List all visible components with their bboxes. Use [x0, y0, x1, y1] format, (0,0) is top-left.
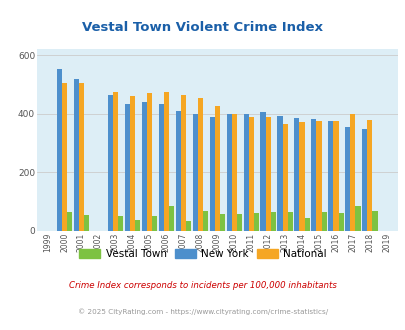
- Bar: [209, 117, 214, 231]
- Bar: [168, 206, 173, 231]
- Bar: [107, 95, 113, 231]
- Bar: [57, 69, 62, 231]
- Bar: [197, 98, 202, 231]
- Bar: [260, 113, 265, 231]
- Bar: [202, 211, 207, 231]
- Bar: [130, 96, 134, 231]
- Bar: [338, 213, 343, 231]
- Bar: [134, 220, 140, 231]
- Bar: [371, 211, 377, 231]
- Bar: [226, 115, 231, 231]
- Text: © 2025 CityRating.com - https://www.cityrating.com/crime-statistics/: © 2025 CityRating.com - https://www.city…: [78, 309, 327, 315]
- Bar: [311, 119, 315, 231]
- Bar: [277, 116, 282, 231]
- Bar: [158, 104, 163, 231]
- Bar: [163, 92, 168, 231]
- Bar: [321, 212, 326, 231]
- Legend: Vestal Town, New York, National: Vestal Town, New York, National: [75, 245, 330, 263]
- Bar: [67, 212, 72, 231]
- Bar: [185, 221, 190, 231]
- Bar: [355, 206, 360, 231]
- Bar: [147, 93, 151, 231]
- Bar: [299, 122, 304, 231]
- Text: Crime Index corresponds to incidents per 100,000 inhabitants: Crime Index corresponds to incidents per…: [69, 281, 336, 290]
- Bar: [84, 215, 89, 231]
- Bar: [350, 115, 355, 231]
- Bar: [270, 212, 275, 231]
- Bar: [79, 83, 84, 231]
- Bar: [219, 214, 224, 231]
- Bar: [124, 104, 130, 231]
- Bar: [287, 212, 292, 231]
- Bar: [265, 117, 270, 231]
- Bar: [328, 121, 333, 231]
- Bar: [294, 118, 299, 231]
- Bar: [231, 114, 236, 231]
- Bar: [180, 95, 185, 231]
- Text: Vestal Town Violent Crime Index: Vestal Town Violent Crime Index: [82, 21, 323, 34]
- Bar: [304, 218, 309, 231]
- Bar: [315, 121, 321, 231]
- Bar: [118, 216, 123, 231]
- Bar: [214, 106, 219, 231]
- Bar: [344, 127, 350, 231]
- Bar: [236, 214, 241, 231]
- Bar: [192, 115, 197, 231]
- Bar: [74, 79, 79, 231]
- Bar: [361, 129, 367, 231]
- Bar: [175, 111, 180, 231]
- Bar: [151, 216, 157, 231]
- Bar: [253, 213, 258, 231]
- Bar: [248, 117, 253, 231]
- Bar: [62, 83, 67, 231]
- Bar: [367, 120, 371, 231]
- Bar: [113, 92, 118, 231]
- Bar: [333, 121, 338, 231]
- Bar: [141, 102, 147, 231]
- Bar: [282, 124, 287, 231]
- Bar: [243, 115, 248, 231]
